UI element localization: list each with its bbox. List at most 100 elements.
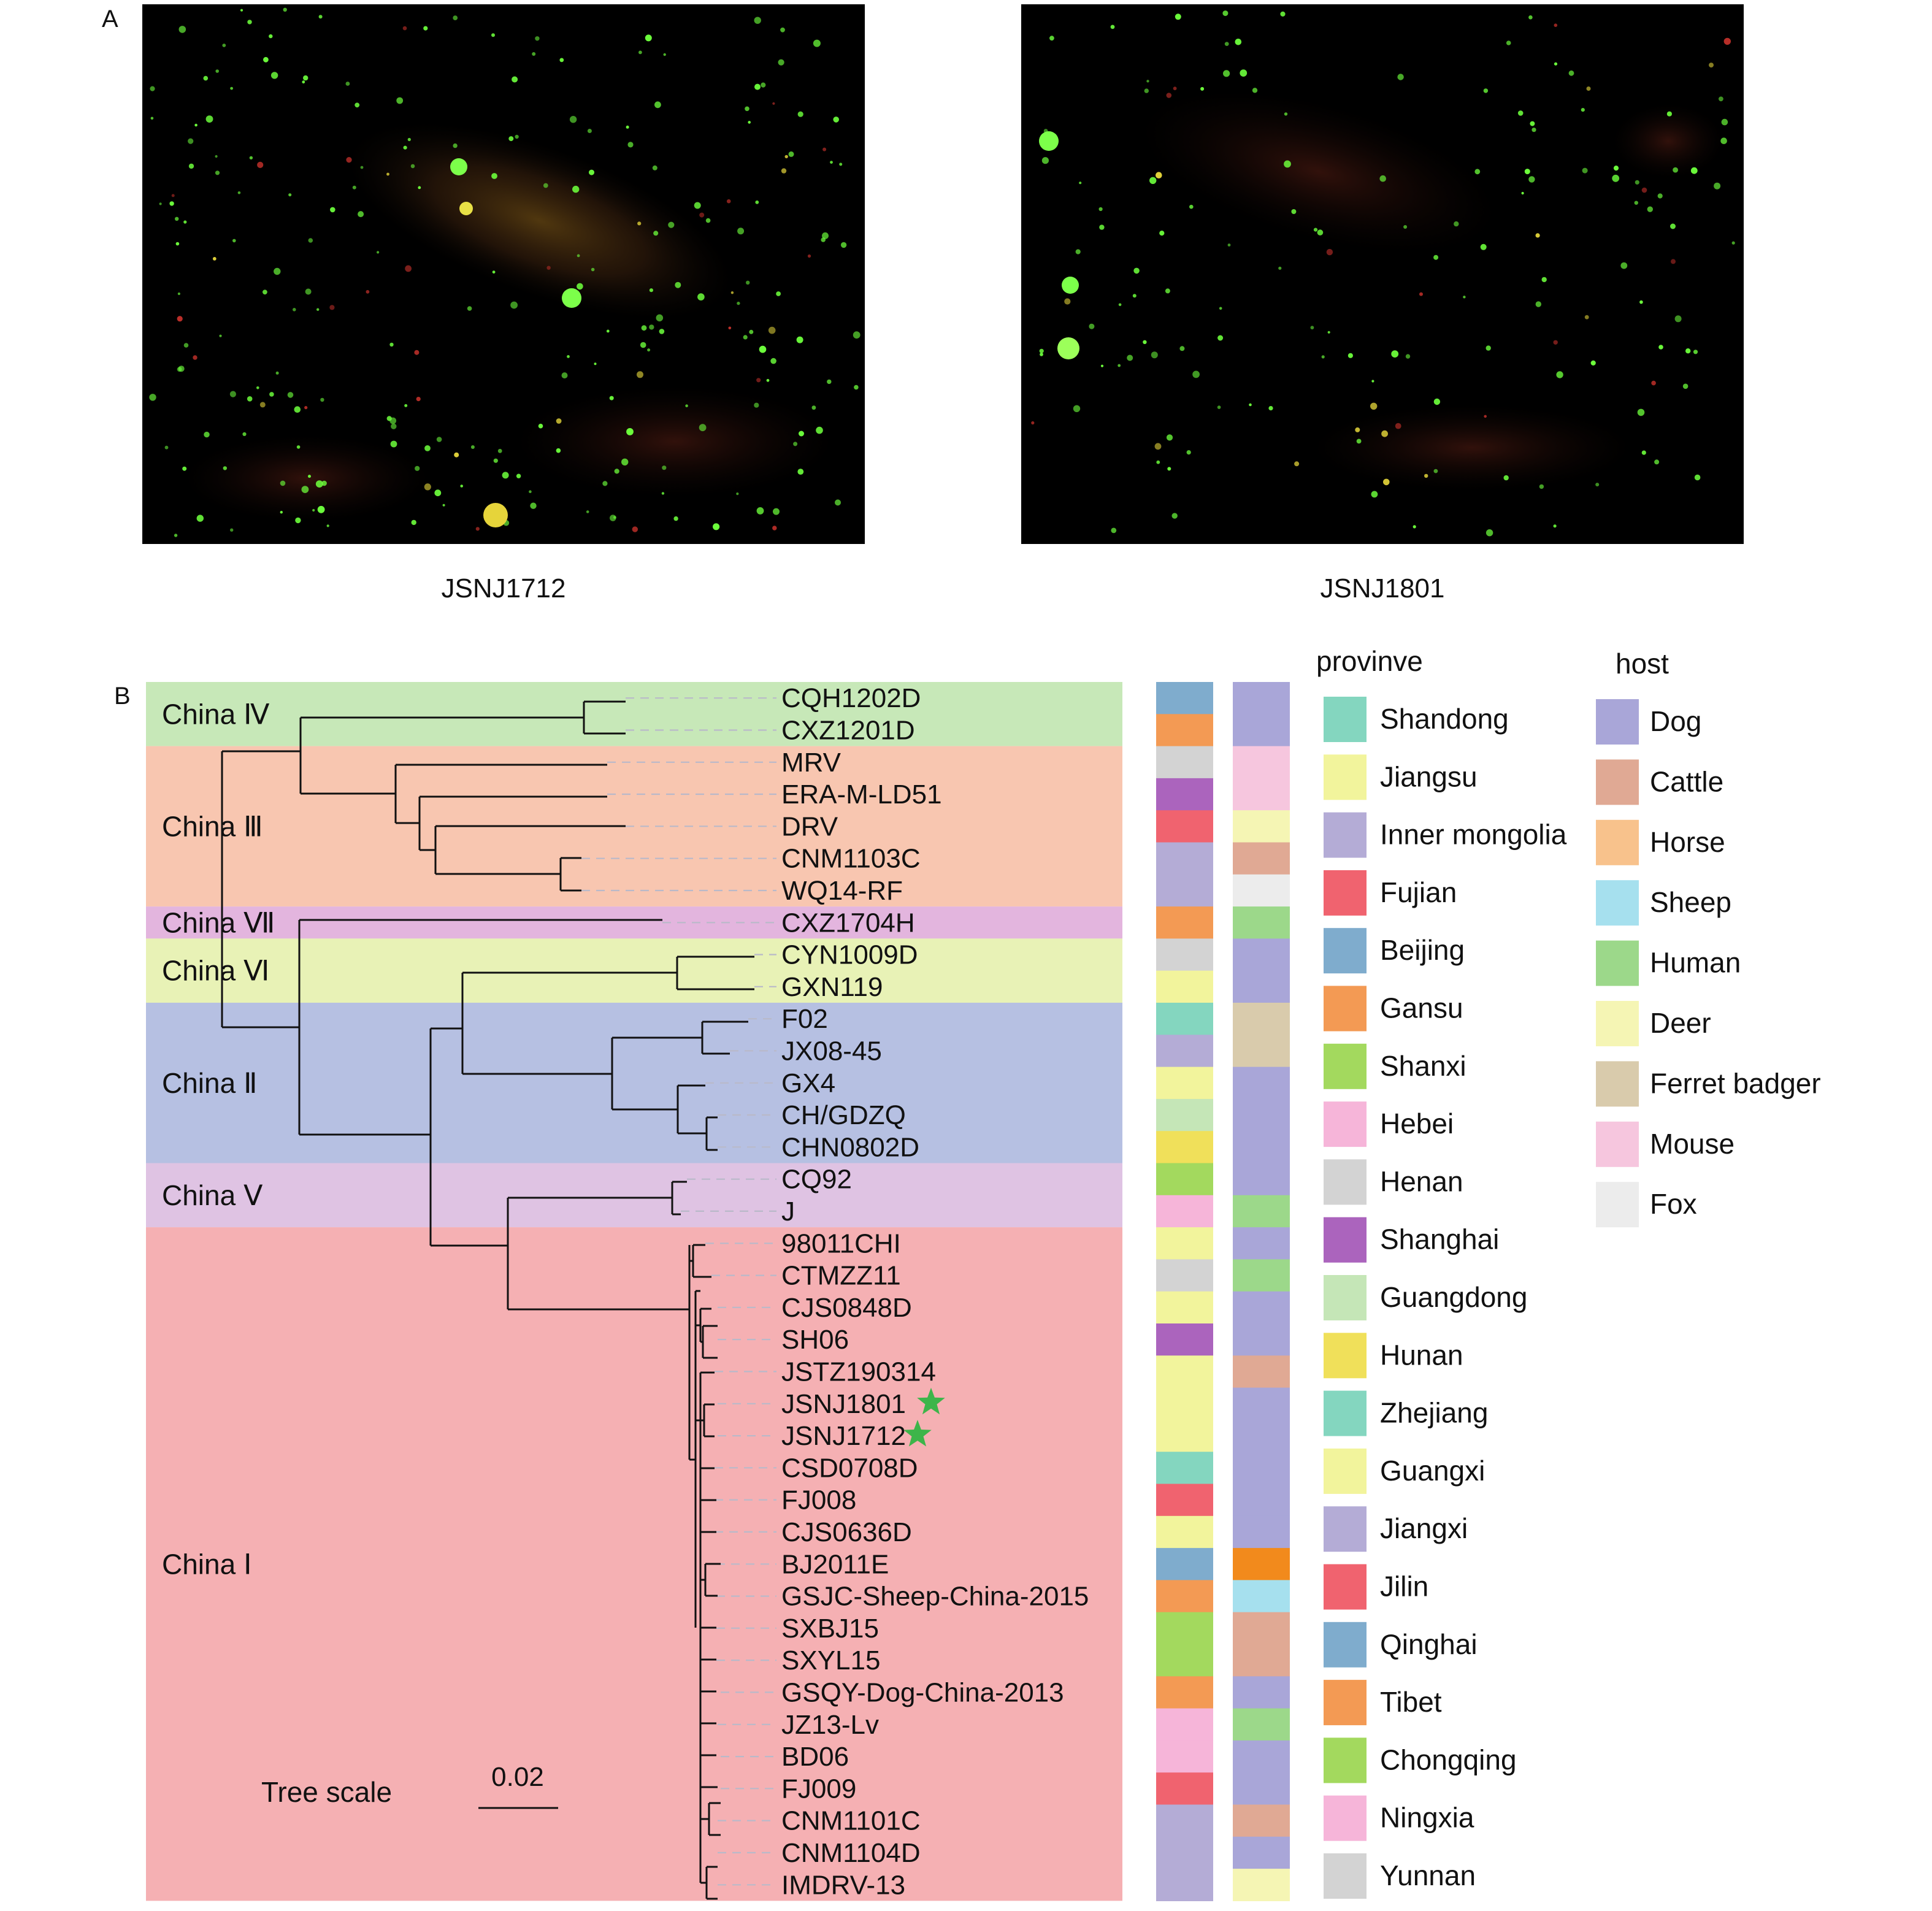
- star-icon: [903, 1420, 932, 1447]
- province-swatch: [1324, 1217, 1367, 1263]
- leader-lines: [581, 697, 776, 1886]
- province-legend: provinve Shandong Jiangsu Inner mongolia Fu…: [1316, 645, 1567, 1899]
- host-legend-label: Dog: [1650, 705, 1701, 737]
- province-cell: [1156, 714, 1213, 747]
- host-swatch: [1596, 1121, 1639, 1167]
- province-swatch: [1324, 1737, 1367, 1783]
- province-swatch: [1324, 1390, 1367, 1436]
- leaf-label: FJ009: [781, 1774, 856, 1804]
- host-cell: [1233, 1163, 1290, 1196]
- leaf-label: WQ14-RF: [781, 876, 903, 906]
- host-strip: [1233, 682, 1290, 1901]
- clade-label: China Ⅰ: [162, 1548, 252, 1580]
- clade-band: [146, 682, 1122, 746]
- leaf-label: CXZ1201D: [781, 716, 915, 746]
- host-swatch: [1596, 759, 1639, 805]
- province-cell: [1156, 906, 1213, 939]
- province-legend-label: Tibet: [1380, 1686, 1442, 1718]
- host-cell: [1233, 1195, 1290, 1228]
- province-cell: [1156, 682, 1213, 714]
- host-swatch: [1596, 699, 1639, 745]
- host-swatch: [1596, 880, 1639, 926]
- micrograph-caption-jsnj1801: JSNJ1801: [1320, 573, 1444, 603]
- leaf-label: DRV: [781, 811, 838, 841]
- host-cell: [1233, 1708, 1290, 1741]
- province-cell: [1156, 1035, 1213, 1068]
- province-cell: [1156, 1772, 1213, 1806]
- province-swatch: [1324, 812, 1367, 858]
- province-cell: [1156, 1836, 1213, 1869]
- province-legend-label: Zhejiang: [1380, 1397, 1488, 1429]
- province-cell: [1156, 1355, 1213, 1388]
- province-swatch: [1324, 1275, 1367, 1320]
- host-cell: [1233, 842, 1290, 875]
- province-cell: [1156, 1195, 1213, 1228]
- leaf-label: CXZ1704H: [781, 908, 915, 938]
- host-swatch: [1596, 1061, 1639, 1107]
- province-swatch: [1324, 1448, 1367, 1494]
- host-cell: [1233, 714, 1290, 747]
- province-swatch: [1324, 870, 1367, 916]
- host-cell: [1233, 1772, 1290, 1806]
- clade-band: [146, 906, 1122, 939]
- province-cell: [1156, 970, 1213, 1003]
- province-legend-label: Jiangsu: [1380, 760, 1478, 792]
- province-legend-label: Beijing: [1380, 934, 1465, 966]
- clade-label: China Ⅳ: [162, 698, 270, 730]
- province-swatch: [1324, 697, 1367, 742]
- host-cell: [1233, 1259, 1290, 1292]
- province-legend-label: Shanxi: [1380, 1050, 1466, 1082]
- tree-scale-value: 0.02: [491, 1762, 544, 1792]
- province-cell: [1156, 1644, 1213, 1677]
- province-legend-label: Shandong: [1380, 703, 1509, 735]
- province-cell: [1156, 1098, 1213, 1132]
- province-legend-label: Guangxi: [1380, 1455, 1485, 1487]
- province-cell: [1156, 1387, 1213, 1420]
- host-cell: [1233, 1484, 1290, 1517]
- province-cell: [1156, 1291, 1213, 1324]
- province-cell: [1156, 1580, 1213, 1613]
- host-cell: [1233, 1003, 1290, 1035]
- host-swatch: [1596, 1001, 1639, 1046]
- host-cell: [1233, 1419, 1290, 1452]
- province-legend-label: Hebei: [1380, 1108, 1454, 1139]
- leaf-label: BD06: [781, 1742, 849, 1772]
- host-cell: [1233, 906, 1290, 939]
- province-cell: [1156, 938, 1213, 971]
- province-swatch: [1324, 1506, 1367, 1552]
- host-legend-label: Human: [1650, 947, 1741, 979]
- province-cell: [1156, 1548, 1213, 1580]
- host-cell: [1233, 970, 1290, 1003]
- host-legend-label: Deer: [1650, 1007, 1711, 1039]
- leaf-label: CHN0802D: [781, 1132, 919, 1162]
- province-legend-label: Shanghai: [1380, 1224, 1499, 1255]
- province-legend-label: Jilin: [1380, 1571, 1428, 1603]
- province-cell: [1156, 1804, 1213, 1837]
- province-cell: [1156, 1452, 1213, 1485]
- leaf-label: CNM1104D: [781, 1838, 921, 1868]
- province-cell: [1156, 1740, 1213, 1773]
- leaf-label: GSJC-Sheep-China-2015: [781, 1582, 1089, 1612]
- province-cell: [1156, 1419, 1213, 1452]
- province-legend-label: Fujian: [1380, 876, 1457, 908]
- leaf-label: BJ2011E: [781, 1549, 889, 1579]
- province-legend-label: Chongqing: [1380, 1744, 1517, 1775]
- clade-band: [146, 1227, 1122, 1901]
- leaf-label: CQH1202D: [781, 683, 921, 713]
- leaf-label: GX4: [781, 1068, 835, 1098]
- province-cell: [1156, 1067, 1213, 1100]
- province-swatch: [1324, 986, 1367, 1032]
- host-cell: [1233, 1227, 1290, 1260]
- panel-b-label: B: [114, 683, 131, 710]
- province-swatch: [1324, 1101, 1367, 1147]
- province-cell: [1156, 874, 1213, 907]
- leaf-label: CSD0708D: [781, 1453, 918, 1483]
- tree-scale-label: Tree scale: [261, 1776, 392, 1808]
- host-cell: [1233, 1740, 1290, 1773]
- province-cell: [1156, 1227, 1213, 1260]
- leaf-label: SXYL15: [781, 1645, 880, 1675]
- leaf-label: JSTZ190314: [781, 1357, 936, 1387]
- host-cell: [1233, 1612, 1290, 1645]
- province-cell: [1156, 778, 1213, 811]
- province-swatch: [1324, 1680, 1367, 1726]
